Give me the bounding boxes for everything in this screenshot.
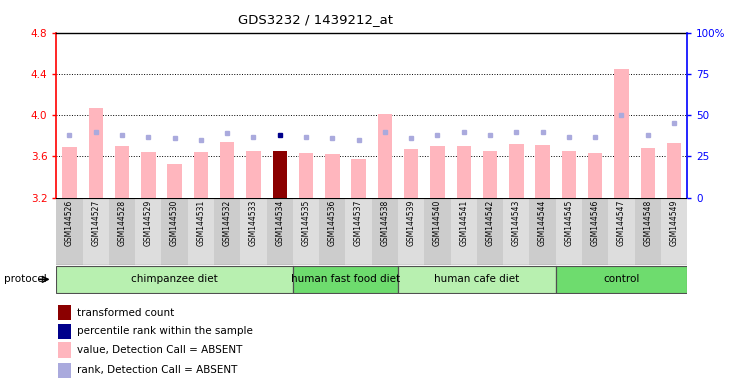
Bar bbox=[220, 142, 234, 198]
Bar bbox=[562, 151, 576, 198]
Bar bbox=[240, 198, 267, 265]
Text: GSM144548: GSM144548 bbox=[644, 200, 652, 246]
Text: GSM144535: GSM144535 bbox=[302, 200, 310, 246]
Text: percentile rank within the sample: percentile rank within the sample bbox=[77, 326, 253, 336]
Text: rank, Detection Call = ABSENT: rank, Detection Call = ABSENT bbox=[77, 365, 237, 375]
Text: GSM144540: GSM144540 bbox=[433, 200, 442, 246]
Bar bbox=[509, 144, 523, 198]
Text: GSM144538: GSM144538 bbox=[381, 200, 389, 246]
Text: GSM144545: GSM144545 bbox=[565, 200, 573, 246]
Bar bbox=[430, 146, 445, 198]
Text: GSM144532: GSM144532 bbox=[223, 200, 231, 246]
Bar bbox=[188, 198, 214, 265]
Text: GSM144530: GSM144530 bbox=[170, 200, 179, 246]
Bar bbox=[398, 198, 424, 265]
Text: GDS3232 / 1439212_at: GDS3232 / 1439212_at bbox=[238, 13, 393, 26]
Bar bbox=[378, 114, 392, 198]
Bar bbox=[614, 69, 629, 198]
Bar bbox=[503, 198, 529, 265]
Text: GSM144529: GSM144529 bbox=[144, 200, 152, 246]
Text: GSM144543: GSM144543 bbox=[512, 200, 520, 246]
Bar bbox=[89, 108, 103, 198]
Bar bbox=[109, 198, 135, 265]
Text: GSM144527: GSM144527 bbox=[92, 200, 100, 246]
Bar bbox=[325, 154, 339, 198]
Text: control: control bbox=[603, 274, 640, 285]
Text: GSM144542: GSM144542 bbox=[486, 200, 494, 246]
Bar bbox=[404, 149, 418, 198]
Text: GSM144544: GSM144544 bbox=[538, 200, 547, 246]
Bar bbox=[56, 198, 83, 265]
Bar bbox=[483, 151, 497, 198]
Bar bbox=[59, 324, 71, 339]
Bar bbox=[293, 198, 319, 265]
Bar bbox=[582, 198, 608, 265]
Bar bbox=[62, 147, 77, 198]
Bar bbox=[319, 198, 345, 265]
Text: GSM144528: GSM144528 bbox=[118, 200, 126, 246]
FancyBboxPatch shape bbox=[556, 266, 687, 293]
Text: human fast food diet: human fast food diet bbox=[291, 274, 400, 285]
Text: human cafe diet: human cafe diet bbox=[434, 274, 520, 285]
Bar bbox=[667, 143, 681, 198]
Bar bbox=[635, 198, 661, 265]
Bar bbox=[135, 198, 161, 265]
Bar bbox=[167, 164, 182, 198]
FancyBboxPatch shape bbox=[293, 266, 398, 293]
Bar bbox=[194, 152, 208, 198]
FancyBboxPatch shape bbox=[398, 266, 556, 293]
Bar bbox=[59, 362, 71, 378]
Text: GSM144539: GSM144539 bbox=[407, 200, 415, 246]
Bar bbox=[115, 146, 129, 198]
Text: GSM144541: GSM144541 bbox=[460, 200, 468, 246]
Text: GSM144526: GSM144526 bbox=[65, 200, 74, 246]
Text: GSM144546: GSM144546 bbox=[591, 200, 599, 246]
FancyBboxPatch shape bbox=[56, 266, 293, 293]
Text: transformed count: transformed count bbox=[77, 308, 174, 318]
Bar bbox=[608, 198, 635, 265]
Bar bbox=[267, 198, 293, 265]
Text: protocol: protocol bbox=[4, 274, 47, 285]
Text: chimpanzee diet: chimpanzee diet bbox=[131, 274, 218, 285]
Text: GSM144547: GSM144547 bbox=[617, 200, 626, 246]
Bar bbox=[588, 153, 602, 198]
Text: value, Detection Call = ABSENT: value, Detection Call = ABSENT bbox=[77, 345, 243, 355]
Bar bbox=[161, 198, 188, 265]
Bar bbox=[299, 153, 313, 198]
Text: GSM144537: GSM144537 bbox=[354, 200, 363, 246]
Bar bbox=[83, 198, 109, 265]
Bar bbox=[556, 198, 582, 265]
Bar bbox=[345, 198, 372, 265]
Bar bbox=[351, 159, 366, 198]
Bar bbox=[451, 198, 477, 265]
Bar bbox=[641, 148, 655, 198]
Bar bbox=[477, 198, 503, 265]
Bar bbox=[529, 198, 556, 265]
Text: GSM144531: GSM144531 bbox=[197, 200, 205, 246]
Text: GSM144533: GSM144533 bbox=[249, 200, 258, 246]
Bar bbox=[141, 152, 155, 198]
Bar bbox=[59, 305, 71, 320]
Bar bbox=[457, 146, 471, 198]
Bar bbox=[246, 151, 261, 198]
Text: GSM144549: GSM144549 bbox=[670, 200, 678, 246]
Bar bbox=[424, 198, 451, 265]
Bar bbox=[661, 198, 687, 265]
Bar bbox=[214, 198, 240, 265]
Bar bbox=[372, 198, 398, 265]
Text: GSM144536: GSM144536 bbox=[328, 200, 336, 246]
Bar bbox=[535, 145, 550, 198]
Text: GSM144534: GSM144534 bbox=[276, 200, 284, 246]
Bar bbox=[273, 151, 287, 198]
Bar bbox=[59, 343, 71, 358]
